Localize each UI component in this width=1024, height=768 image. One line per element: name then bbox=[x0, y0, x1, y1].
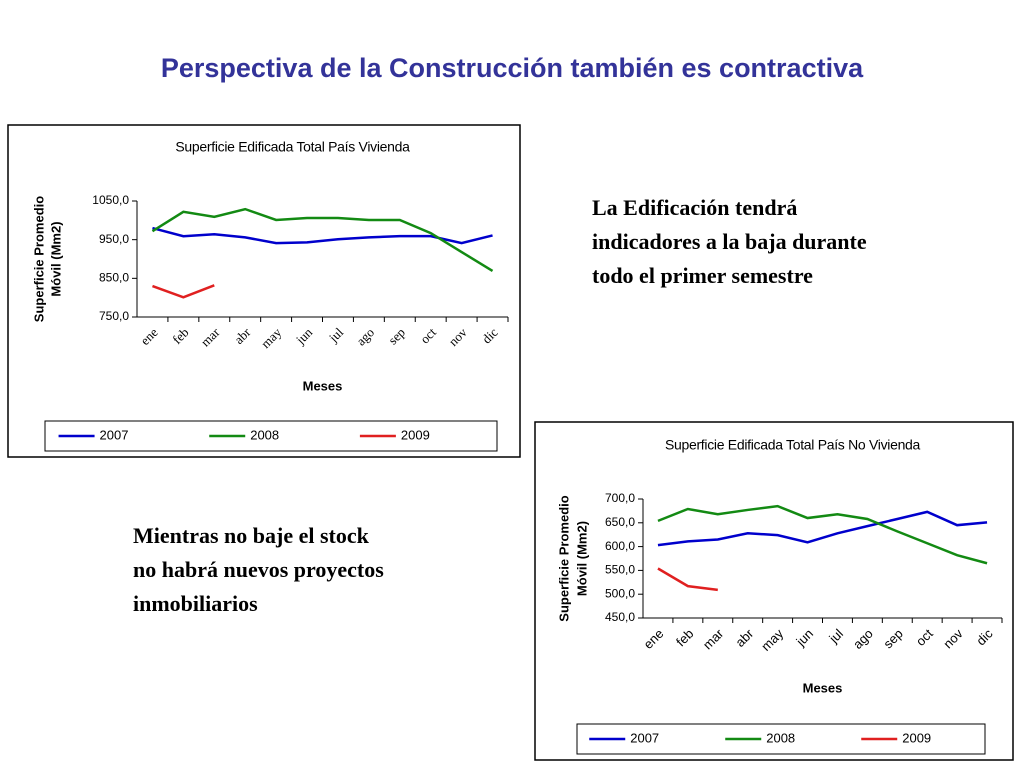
series-line bbox=[152, 284, 215, 299]
chart-title: Superficie Edificada Total País Vivienda bbox=[175, 139, 410, 155]
y-tick-label: 450,0 bbox=[605, 610, 635, 624]
legend-label: 2008 bbox=[766, 730, 795, 745]
y-tick-label: 600,0 bbox=[605, 539, 635, 553]
legend-label: 2009 bbox=[401, 427, 430, 442]
y-axis-label: Superficie Promedio bbox=[556, 495, 571, 621]
legend-label: 2007 bbox=[100, 427, 129, 442]
y-axis-label: Móvil (Mm2) bbox=[574, 521, 589, 596]
y-tick-label: 850,0 bbox=[99, 271, 129, 285]
legend-label: 2009 bbox=[902, 730, 931, 745]
chart-title: Superficie Edificada Total País No Vivie… bbox=[665, 437, 921, 453]
note-text: inmobiliarios bbox=[133, 591, 258, 616]
y-tick-label: 700,0 bbox=[605, 491, 635, 505]
slide-title: Perspectiva de la Construcción también e… bbox=[161, 53, 864, 83]
note-text: todo el primer semestre bbox=[592, 263, 813, 288]
y-tick-label: 950,0 bbox=[99, 232, 129, 246]
legend-label: 2007 bbox=[630, 730, 659, 745]
y-tick-label: 500,0 bbox=[605, 586, 635, 600]
y-tick-label: 550,0 bbox=[605, 563, 635, 577]
series-line bbox=[657, 510, 988, 547]
note-text: Mientras no baje el stock bbox=[133, 523, 370, 548]
y-axis-label: Superficie Promedio bbox=[31, 196, 46, 322]
x-axis-label: Meses bbox=[303, 378, 343, 393]
y-tick-label: 1050,0 bbox=[92, 193, 129, 207]
series-line bbox=[657, 504, 988, 565]
chart-frame bbox=[534, 421, 1014, 761]
x-axis-label: Meses bbox=[803, 680, 843, 695]
note-text: indicadores a la baja durante bbox=[592, 229, 867, 254]
y-tick-label: 750,0 bbox=[99, 309, 129, 323]
y-tick-label: 650,0 bbox=[605, 515, 635, 529]
legend-box bbox=[44, 420, 498, 452]
series-line bbox=[657, 567, 718, 592]
series-line bbox=[151, 207, 494, 273]
legend-label: 2008 bbox=[250, 427, 279, 442]
y-axis-label: Móvil (Mm2) bbox=[48, 221, 63, 296]
legend-box bbox=[576, 723, 986, 755]
chart-frame bbox=[7, 124, 521, 458]
note-text: no habrá nuevos proyectos bbox=[133, 557, 384, 582]
note-text: La Edificación tendrá bbox=[592, 195, 797, 220]
